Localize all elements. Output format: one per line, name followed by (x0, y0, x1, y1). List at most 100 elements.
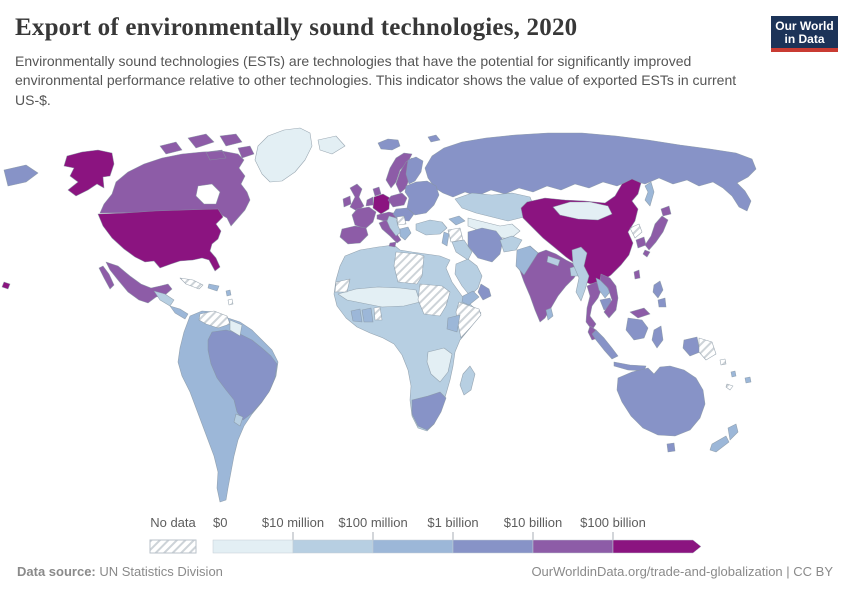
country-germany[interactable] (372, 193, 391, 215)
country-new-zealand[interactable] (709, 423, 739, 453)
page-subtitle: Environmentally sound technologies (ESTs… (15, 53, 737, 108)
country-libya[interactable] (393, 251, 425, 285)
page-footer: Data source: UN Statistics Division OurW… (17, 564, 833, 579)
legend-bin-3[interactable] (452, 539, 534, 554)
country-poland[interactable] (387, 192, 408, 208)
country-uk[interactable] (349, 183, 365, 212)
hudson-bay (195, 183, 221, 205)
country-france[interactable] (351, 206, 377, 230)
legend-bin-5[interactable] (612, 539, 702, 554)
country-yemen[interactable] (461, 290, 480, 306)
country-ivory-coast[interactable] (350, 308, 363, 323)
country-usa[interactable] (1, 149, 224, 290)
country-north-korea[interactable] (629, 223, 643, 239)
country-indonesia[interactable] (591, 317, 701, 372)
region-eastern-europe[interactable] (404, 180, 440, 216)
country-cuba[interactable] (179, 277, 204, 290)
region-guianas[interactable] (229, 319, 243, 337)
country-venezuela[interactable] (198, 310, 231, 329)
legend-tick-5: $100 billion (580, 515, 646, 530)
country-australia[interactable] (616, 365, 706, 453)
legend-bin-2[interactable] (372, 539, 454, 554)
legend-bin-1[interactable] (292, 539, 374, 554)
region-fiji[interactable] (744, 376, 752, 384)
region-central-america-north[interactable] (153, 290, 175, 307)
region-sakhalin[interactable] (644, 181, 655, 207)
legend-tick-2: $100 million (338, 515, 408, 530)
country-serbia[interactable] (396, 215, 407, 226)
region-antilles-nodata[interactable] (227, 298, 234, 306)
legend-no-data-swatch[interactable] (149, 539, 197, 554)
country-taiwan[interactable] (633, 269, 641, 280)
country-japan[interactable] (642, 205, 672, 258)
region-levant[interactable] (441, 231, 450, 247)
country-kenya[interactable] (446, 314, 461, 333)
region-solomon-islands[interactable] (719, 358, 727, 366)
country-norway[interactable] (385, 152, 413, 189)
country-nepal[interactable] (546, 255, 561, 267)
legend-colorbar (149, 532, 702, 554)
legend-no-data-label: No data (150, 515, 196, 530)
country-mongolia[interactable] (552, 201, 613, 221)
attribution-link[interactable]: OurWorldinData.org/trade-and-globalizati… (531, 564, 833, 579)
region-svalbard[interactable] (427, 134, 441, 143)
country-myanmar[interactable] (571, 246, 590, 302)
country-mexico[interactable] (98, 261, 173, 304)
region-iberia[interactable] (339, 225, 369, 245)
region-lesser-antilles[interactable] (225, 289, 232, 297)
country-afghanistan[interactable] (499, 235, 523, 253)
country-russia[interactable] (424, 132, 757, 212)
region-caucasus[interactable] (448, 215, 466, 226)
country-denmark[interactable] (372, 186, 382, 197)
region-benelux[interactable] (365, 196, 374, 207)
page-title: Export of environmentally sound technolo… (15, 14, 578, 41)
country-south-korea[interactable] (635, 236, 647, 249)
region-benin-togo[interactable] (373, 306, 383, 321)
region-balkans[interactable] (386, 215, 402, 237)
country-uruguay[interactable] (233, 413, 244, 427)
legend-bin-4[interactable] (532, 539, 614, 554)
country-finland[interactable] (405, 156, 424, 185)
legend-tick-0: $0 (213, 515, 228, 530)
legend-tick-1: $10 million (261, 515, 325, 530)
country-iceland[interactable] (377, 138, 401, 151)
country-ireland[interactable] (342, 195, 352, 208)
country-pakistan[interactable] (515, 245, 539, 276)
country-saudi-arabia[interactable] (454, 258, 483, 297)
country-philippines[interactable] (652, 280, 667, 308)
country-greenland[interactable] (254, 127, 346, 183)
country-vietnam[interactable] (599, 273, 619, 319)
country-greece[interactable] (399, 226, 412, 241)
country-oman[interactable] (477, 283, 492, 301)
country-turkey[interactable] (415, 219, 448, 236)
legend-tick-4: $10 billion (503, 515, 563, 530)
region-southern-africa[interactable] (426, 347, 453, 383)
region-new-caledonia[interactable] (725, 383, 734, 391)
country-sri-lanka[interactable] (545, 307, 554, 321)
country-madagascar[interactable] (459, 365, 476, 396)
country-syria[interactable] (447, 227, 464, 243)
region-western-sahara[interactable] (334, 278, 351, 293)
legend-bin-0[interactable] (212, 539, 294, 554)
owid-logo[interactable]: Our World in Data (771, 16, 838, 52)
country-papua-new-guinea[interactable] (698, 337, 717, 361)
data-source: Data source: UN Statistics Division (17, 564, 223, 579)
owid-logo-redbar (771, 48, 838, 52)
country-iraq[interactable] (451, 239, 473, 261)
country-india[interactable] (517, 245, 580, 323)
legend-labels: No data $0 $10 million $100 million $1 b… (0, 515, 850, 530)
country-ghana[interactable] (361, 307, 374, 323)
country-brazil[interactable] (207, 329, 278, 421)
country-somalia[interactable] (455, 301, 482, 339)
country-sudan[interactable] (417, 283, 451, 317)
legend-tick-3: $1 billion (427, 515, 479, 530)
region-central-asia[interactable] (467, 217, 521, 240)
data-source-value: UN Statistics Division (99, 564, 223, 579)
country-hispaniola[interactable] (207, 283, 220, 292)
country-iran[interactable] (467, 227, 504, 263)
region-vanuatu[interactable] (730, 370, 737, 378)
country-south-africa[interactable] (411, 391, 447, 431)
region-central-america-south[interactable] (169, 305, 189, 320)
region-chukotka[interactable] (3, 164, 39, 187)
